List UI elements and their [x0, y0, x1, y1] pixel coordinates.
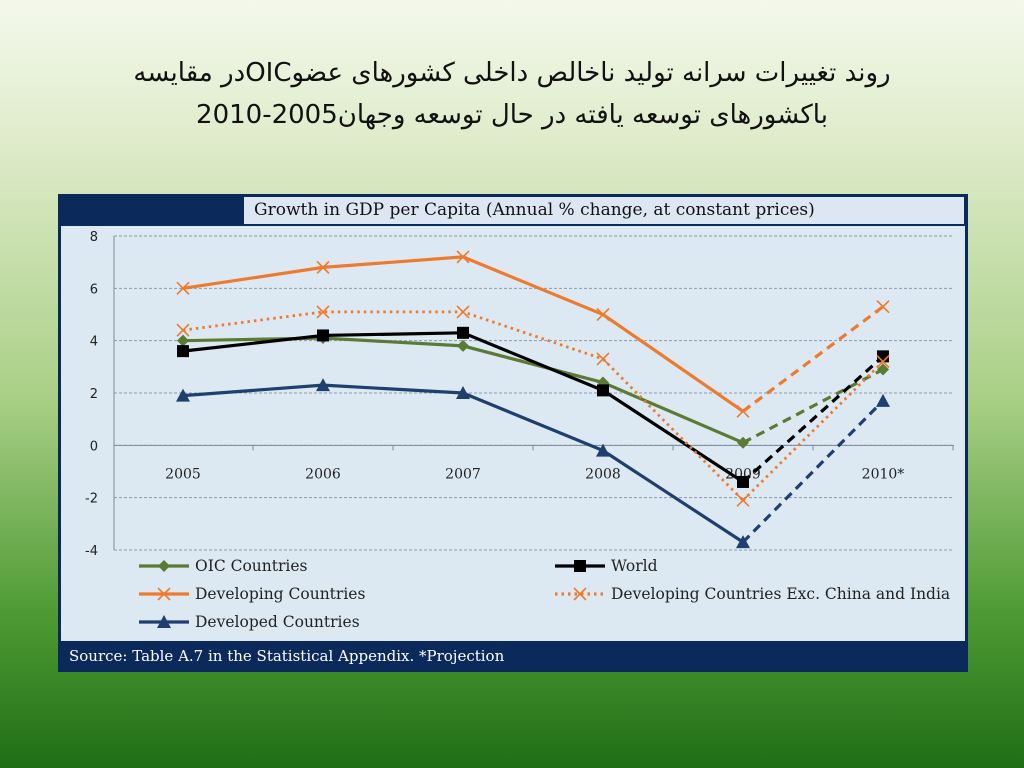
series-point — [456, 386, 470, 399]
legend-marker — [573, 587, 587, 601]
slide-title-line-1: روند تغییرات سرانه تولید ناخالص داخلی کش… — [133, 58, 891, 88]
legend-item: Developed Countries — [139, 613, 360, 631]
series-point — [736, 493, 750, 507]
x-tick-label: 2005 — [165, 466, 201, 482]
series-projection-line — [741, 399, 885, 544]
series-point — [176, 281, 190, 295]
series-point — [596, 307, 610, 322]
y-tick-label: 2 — [90, 387, 98, 402]
legend-item: Developing Countries — [139, 585, 365, 603]
legend-item: World — [555, 557, 658, 575]
series-projection-line — [741, 355, 885, 484]
y-tick-label: 0 — [90, 439, 98, 454]
x-tick-label: 2006 — [305, 466, 341, 482]
legend-marker — [574, 560, 586, 572]
chart-title: Growth in GDP per Capita (Annual % chang… — [244, 197, 964, 224]
series-point — [176, 388, 190, 402]
x-tick-label: 2008 — [585, 466, 621, 482]
series-point — [317, 329, 329, 342]
legend-marker — [157, 587, 171, 601]
y-tick-label: 4 — [90, 335, 98, 350]
series-point — [876, 300, 890, 314]
series-point — [877, 363, 889, 376]
slide-title-line-2: باکشورهای توسعه یافته در حال توسعه وجهان… — [196, 100, 828, 130]
series-1 — [177, 332, 889, 449]
legend-item: Developing Countries Exc. China and Indi… — [555, 585, 950, 603]
series-point — [457, 339, 469, 352]
y-tick-label: -2 — [85, 492, 98, 507]
series-point — [596, 443, 610, 457]
series-point — [876, 393, 890, 407]
legend-label: OIC Countries — [195, 557, 308, 575]
legend-marker — [157, 615, 171, 628]
series-point — [597, 384, 609, 397]
series-point — [737, 436, 749, 449]
series-point — [736, 535, 750, 549]
series-point — [456, 305, 470, 319]
legend-label: World — [611, 557, 658, 575]
series-point — [596, 352, 610, 366]
series-point — [456, 250, 470, 264]
series-point — [457, 326, 469, 339]
y-tick-label: -4 — [85, 544, 98, 559]
series-4 — [176, 305, 890, 507]
plot-panel: 8 6 4 2 0 -2 -4 2005 2006 2007 2008 2009 2010* OIC Co… — [61, 226, 965, 641]
series-point — [737, 475, 749, 488]
legend-label: Developing Countries Exc. China and Indi… — [611, 585, 950, 603]
series-point — [176, 323, 190, 337]
series-point — [876, 355, 890, 369]
series-projection-line — [742, 305, 884, 413]
series-point — [316, 378, 330, 392]
grid-lines — [114, 235, 954, 551]
legend-marker — [158, 560, 170, 572]
x-tick-label: 2009 — [725, 466, 761, 482]
series-point — [177, 345, 189, 358]
series-point — [177, 334, 189, 347]
chart-frame: Growth in GDP per Capita (Annual % chang… — [58, 194, 968, 672]
series-line — [182, 383, 744, 544]
series-projection-line — [742, 360, 884, 502]
series-point — [316, 305, 330, 319]
series-point — [316, 260, 330, 274]
legend-label: Developing Countries — [195, 585, 365, 603]
series-point — [736, 404, 750, 418]
x-tick-label: 2010* — [862, 466, 905, 482]
series-2 — [177, 326, 889, 488]
legend-label: Developed Countries — [195, 613, 360, 631]
series-3 — [176, 250, 890, 418]
legend: OIC Countries World Developing Countries De… — [139, 557, 950, 631]
series-projection-line — [742, 368, 884, 445]
legend-item: OIC Countries — [139, 557, 308, 575]
chart-source-note: Source: Table A.7 in the Statistical App… — [61, 643, 965, 669]
series-5 — [176, 378, 890, 549]
y-tick-label: 8 — [90, 230, 98, 245]
x-tick-label: 2007 — [445, 466, 481, 482]
gdp-growth-line-chart: 8 6 4 2 0 -2 -4 2005 2006 2007 2008 2009 2010* OIC Co… — [85, 230, 954, 631]
y-tick-label: 6 — [90, 282, 98, 297]
slide-title: روند تغییرات سرانه تولید ناخالص داخلی کش… — [60, 52, 964, 136]
chart-header-spacer — [61, 197, 241, 224]
